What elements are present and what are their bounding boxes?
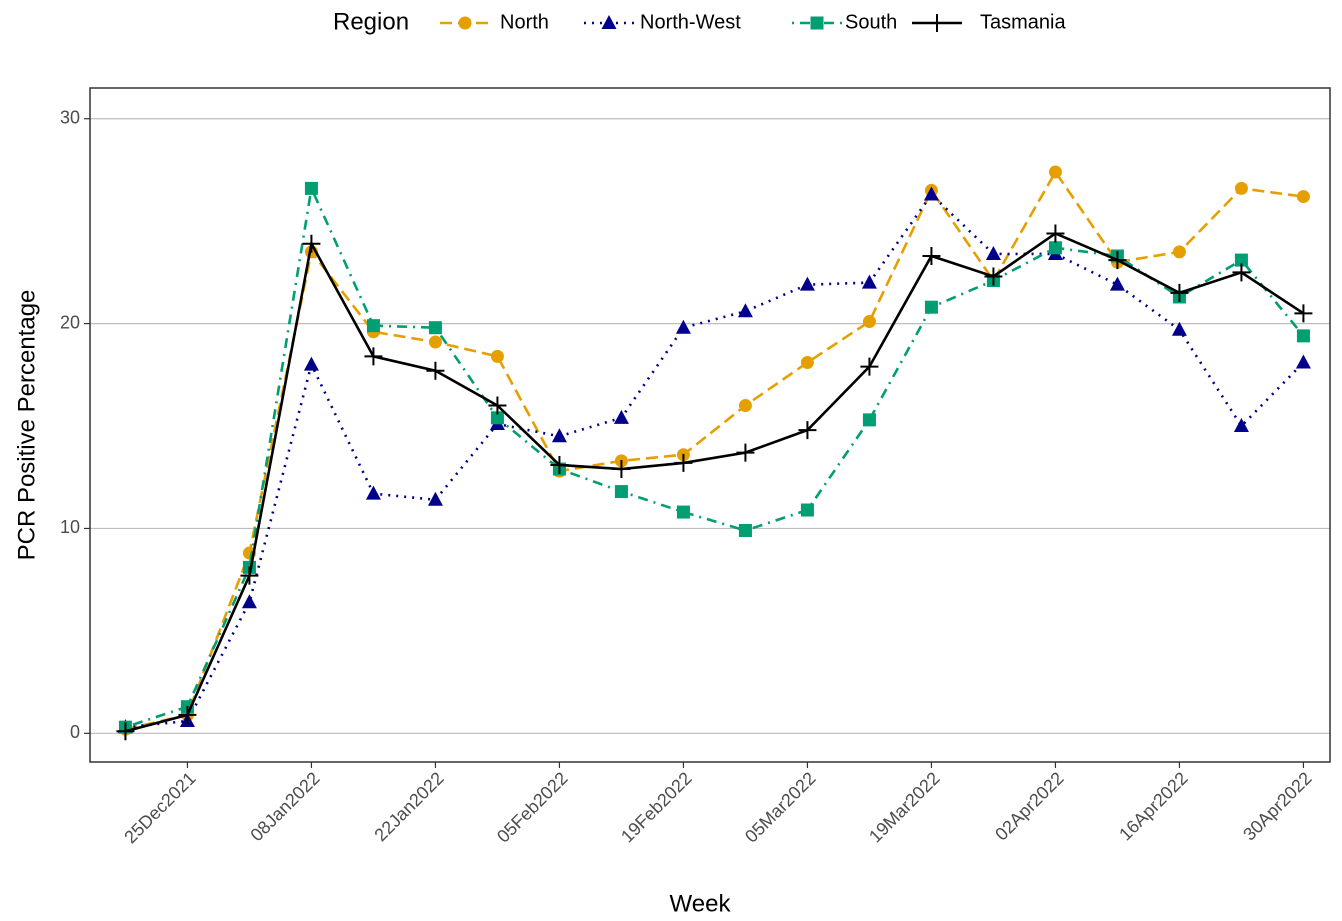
x-tick-label: 30Apr2022 — [1239, 768, 1315, 844]
marker — [426, 361, 445, 380]
legend-label: South — [845, 11, 897, 33]
marker — [1233, 418, 1249, 433]
marker — [240, 566, 259, 585]
marker — [1109, 276, 1125, 291]
marker — [612, 460, 631, 479]
x-axis-title: Week — [670, 890, 732, 917]
marker — [1046, 224, 1065, 243]
marker — [737, 303, 753, 318]
marker — [428, 335, 442, 349]
marker — [924, 300, 938, 314]
marker — [613, 409, 629, 424]
marker — [1232, 263, 1251, 282]
marker — [614, 485, 628, 499]
marker — [490, 349, 504, 363]
x-tick-label: 19Mar2022 — [865, 768, 944, 847]
marker — [736, 443, 755, 462]
x-tick-label: 22Jan2022 — [370, 768, 447, 845]
x-tick-label: 08Jan2022 — [246, 768, 323, 845]
x-tick-label: 05Feb2022 — [493, 768, 572, 847]
series-line — [125, 169, 1304, 731]
series-line — [125, 192, 1305, 729]
y-tick-label: 30 — [60, 107, 80, 127]
y-tick-label: 20 — [60, 312, 80, 332]
marker — [1296, 329, 1310, 343]
marker — [178, 705, 197, 724]
x-tick-label: 05Mar2022 — [741, 768, 820, 847]
marker — [738, 399, 752, 413]
marker — [1170, 283, 1189, 302]
marker — [116, 722, 135, 741]
marker — [923, 186, 939, 201]
marker — [551, 428, 567, 443]
marker — [1294, 304, 1313, 323]
marker — [490, 411, 504, 425]
marker — [550, 455, 569, 474]
legend-marker — [810, 16, 824, 30]
marker — [860, 357, 879, 376]
marker — [302, 234, 321, 253]
marker — [365, 485, 381, 500]
x-tick-label: 25Dec2021 — [120, 768, 199, 847]
y-tick-label: 10 — [60, 517, 80, 537]
plot-border — [89, 87, 1331, 763]
legend-label: Tasmania — [980, 11, 1066, 33]
marker — [1234, 253, 1248, 267]
legend-marker — [928, 14, 946, 32]
marker — [1048, 165, 1062, 179]
marker — [488, 396, 507, 415]
y-axis-title: PCR Positive Percentage — [13, 290, 40, 561]
marker — [303, 356, 319, 371]
marker — [674, 453, 693, 472]
series-line — [125, 231, 1305, 733]
marker — [304, 181, 318, 195]
marker — [427, 491, 443, 506]
legend-label: North-West — [640, 11, 741, 33]
marker — [1048, 241, 1062, 255]
marker — [1295, 354, 1311, 369]
marker — [428, 321, 442, 335]
marker — [800, 356, 814, 370]
marker — [676, 505, 690, 519]
marker — [364, 347, 383, 366]
marker — [798, 421, 817, 440]
marker — [800, 503, 814, 517]
marker — [985, 245, 1001, 260]
marker — [1171, 321, 1187, 336]
x-tick-label: 16Apr2022 — [1115, 768, 1191, 844]
legend-title: Region — [333, 8, 409, 35]
marker — [1296, 190, 1310, 204]
legend-marker — [601, 15, 617, 29]
legend-label: North — [500, 11, 549, 33]
marker — [1172, 245, 1186, 259]
marker — [1234, 181, 1248, 195]
marker — [366, 319, 380, 333]
marker — [862, 315, 876, 329]
x-tick-label: 02Apr2022 — [991, 768, 1067, 844]
marker — [799, 276, 815, 291]
marker — [984, 267, 1003, 286]
marker — [922, 246, 941, 265]
marker — [675, 319, 691, 334]
legend-marker — [458, 16, 472, 30]
marker — [1108, 251, 1127, 270]
y-tick-label: 0 — [70, 722, 80, 742]
marker — [738, 524, 752, 538]
marker — [861, 274, 877, 289]
marker — [241, 594, 257, 609]
x-tick-label: 19Feb2022 — [617, 768, 696, 847]
marker — [862, 413, 876, 427]
